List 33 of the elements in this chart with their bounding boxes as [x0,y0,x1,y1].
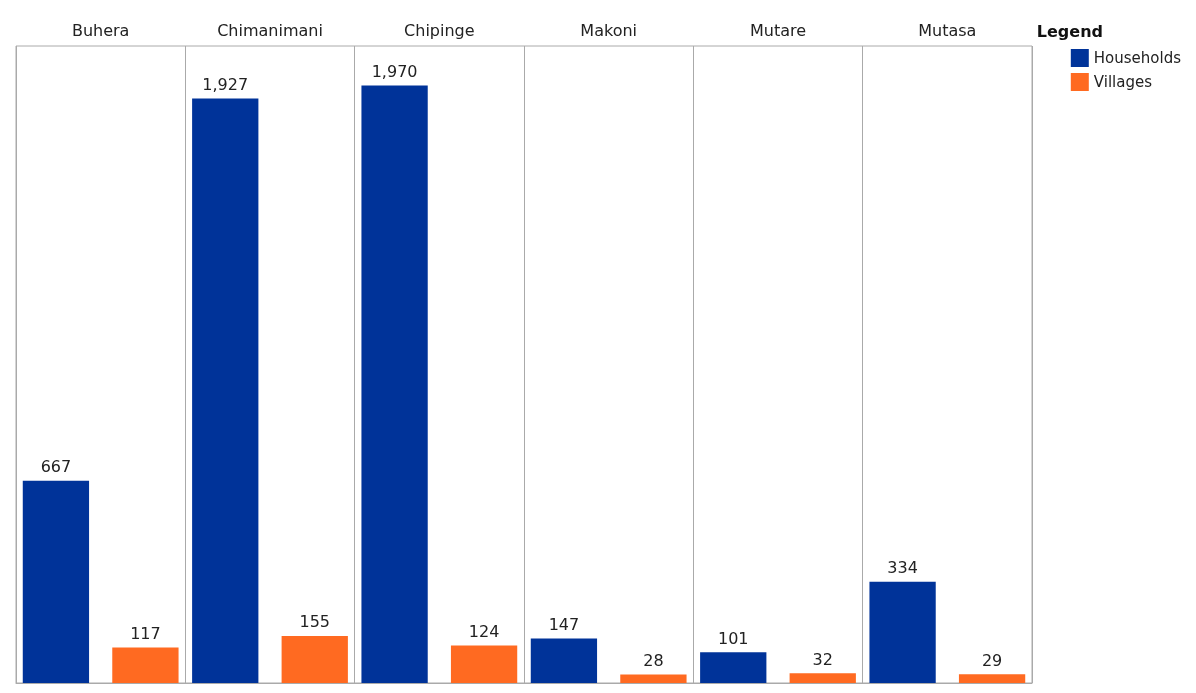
data-label: 117 [130,624,161,644]
x-tick-label: Mutasa [918,20,977,40]
x-tick-label: Makoni [580,20,638,40]
legend-title: Legend [1036,21,1104,41]
data-label: 1,970 [371,61,418,81]
data-label: 101 [717,628,749,648]
bar [869,581,936,683]
bar [530,638,598,683]
legend-label: Villages [1093,73,1153,91]
data-label: 32 [812,649,833,669]
x-tick-label: Chipinge [404,20,475,40]
data-label: 155 [299,612,331,632]
bar [789,673,856,683]
bar [450,645,518,683]
data-label: 29 [981,650,1003,670]
data-label: 28 [643,651,664,671]
bar [112,647,179,683]
data-label: 124 [468,621,500,641]
data-label: 334 [887,558,918,578]
x-tick-label: Chimanimani [217,20,323,40]
data-label: 147 [548,614,580,634]
bar [192,98,259,683]
legend-label: Households [1093,49,1182,67]
bar [281,635,348,683]
x-tick-label: Buhera [71,20,130,40]
bar [700,652,767,683]
bar [620,674,687,683]
bar [22,480,90,683]
data-label: 667 [40,457,72,477]
data-label: 1,927 [202,74,249,94]
bar [361,85,428,683]
bar [958,674,1026,683]
x-tick-label: Mutare [749,20,807,40]
